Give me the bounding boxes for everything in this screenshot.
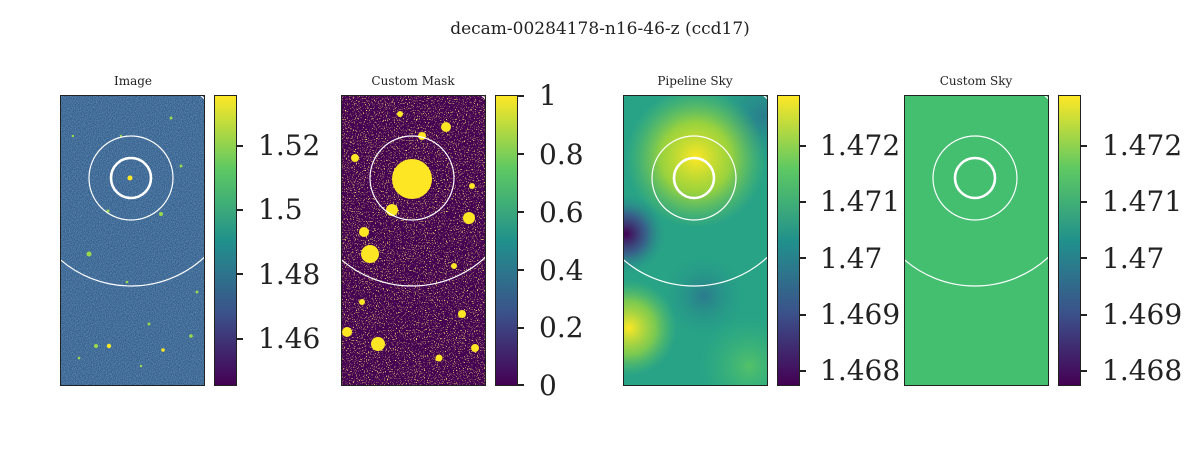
colorbar-tick	[1081, 145, 1087, 147]
pipeline-sky-field	[624, 96, 767, 385]
colorbar-tick	[518, 327, 524, 329]
colorbar-tick-label: 1.468	[820, 354, 901, 387]
colorbar-tick	[800, 314, 806, 316]
colorbar-tick-label: 1.472	[1102, 129, 1183, 162]
colorbar-tick	[800, 370, 806, 372]
colorbar-tick-label: 0.2	[539, 311, 584, 344]
colorbar-tick-label: 0.6	[539, 196, 584, 229]
colorbar-tick-label: 1.469	[1102, 298, 1183, 331]
colorbar-tick	[800, 201, 806, 203]
colorbar-custom-sky	[1058, 95, 1081, 386]
colorbar-tick	[518, 95, 524, 97]
colorbar-tick	[237, 209, 243, 211]
pipeline-sky-panel	[623, 95, 768, 386]
colorbar-tick-label: 1.5	[258, 193, 303, 226]
figure-title: decam-00284178-n16-46-z (ccd17)	[450, 19, 750, 39]
colorbar-tick-label: 1.46	[258, 322, 321, 355]
colorbar-tick	[800, 145, 806, 147]
colorbar-tick-label: 1.47	[820, 242, 883, 275]
custom-sky-field	[905, 96, 1048, 287]
colorbar-tick	[237, 145, 243, 147]
colorbar-tick	[1081, 257, 1087, 259]
panel-title-pipeline-sky: Pipeline Sky	[657, 74, 733, 88]
colorbar-tick-label: 1	[539, 79, 557, 112]
colorbar-tick-label: 0.8	[539, 138, 584, 171]
custom-sky-panel	[904, 95, 1049, 386]
colorbar-tick	[1081, 314, 1087, 316]
colorbar-tick-label: 1.469	[820, 298, 901, 331]
colorbar-tick-label: 1.472	[820, 129, 901, 162]
mask-field	[342, 96, 485, 385]
colorbar-tick	[518, 269, 524, 271]
image-noise-field	[61, 96, 204, 385]
colorbar-tick-label: 0	[539, 369, 557, 402]
colorbar-tick	[237, 338, 243, 340]
colorbar-tick-label: 0.4	[539, 254, 584, 287]
colorbar-tick	[800, 257, 806, 259]
mask-blobs	[342, 111, 479, 362]
panel-title-image: Image	[113, 74, 153, 88]
panel-title-custom-mask: Custom Mask	[371, 74, 455, 88]
custom-mask-panel	[341, 95, 486, 386]
colorbar-tick-label: 1.471	[1102, 185, 1183, 218]
colorbar-tick	[518, 153, 524, 155]
panel-title-custom-sky: Custom Sky	[939, 74, 1013, 88]
colorbar-tick-label: 1.47	[1102, 242, 1165, 275]
colorbar-custom-mask	[495, 95, 518, 386]
colorbar-image	[214, 95, 237, 386]
colorbar-tick-label: 1.48	[258, 258, 321, 291]
colorbar-tick	[518, 384, 524, 386]
colorbar-tick	[237, 273, 243, 275]
image-panel	[60, 95, 205, 386]
colorbar-tick-label: 1.468	[1102, 354, 1183, 387]
colorbar-tick-label: 1.471	[820, 185, 901, 218]
colorbar-tick	[1081, 370, 1087, 372]
colorbar-tick	[1081, 201, 1087, 203]
colorbar-tick-label: 1.52	[258, 129, 321, 162]
colorbar-tick	[518, 211, 524, 213]
colorbar-pipeline-sky	[777, 95, 800, 386]
